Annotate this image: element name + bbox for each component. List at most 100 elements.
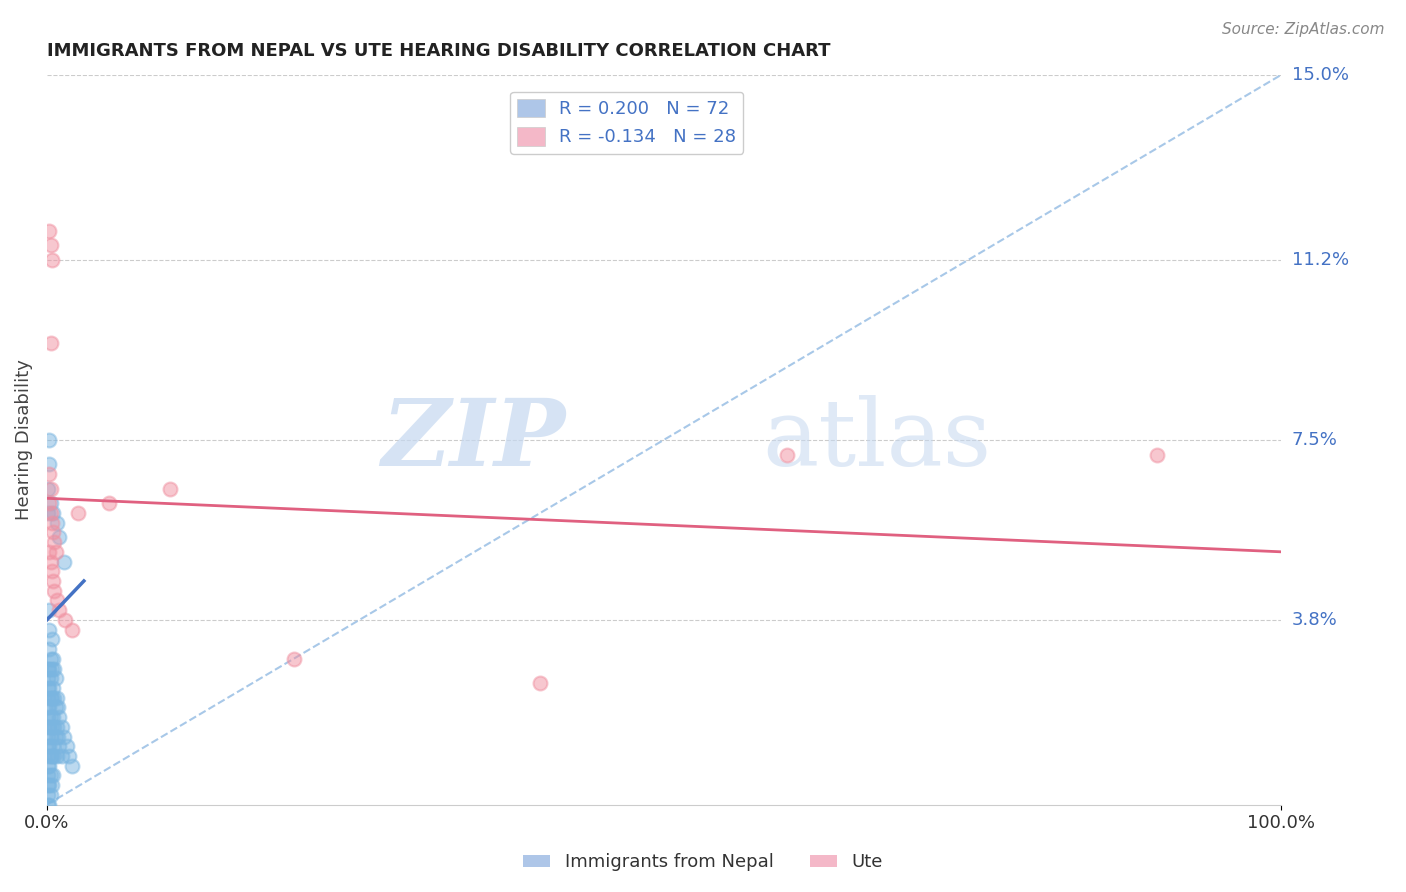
Point (41, 778, 63, 792)
Point (58, 749, 80, 764)
Point (55, 739, 77, 754)
Text: 15.0%: 15.0% (1292, 66, 1348, 84)
Point (45, 593, 67, 607)
Point (37, 506, 59, 520)
Point (38, 642, 60, 657)
Point (39, 671, 62, 685)
Point (39, 749, 62, 764)
Point (48, 530, 70, 544)
Point (45, 749, 67, 764)
Point (38, 623, 60, 637)
Point (283, 652, 305, 666)
Point (37, 778, 59, 792)
Point (39, 710, 62, 724)
Point (39, 730, 62, 744)
Point (44, 671, 66, 685)
Point (39, 335, 62, 350)
Point (39, 652, 62, 666)
Point (44, 661, 66, 675)
Point (44, 720, 66, 734)
Point (42, 739, 65, 754)
Point (37, 739, 59, 754)
Point (37, 788, 59, 802)
Point (45, 690, 67, 705)
Y-axis label: Hearing Disability: Hearing Disability (15, 359, 32, 520)
Point (37, 768, 59, 782)
Point (1146, 448, 1168, 462)
Text: 3.8%: 3.8% (1292, 611, 1337, 629)
Point (51, 749, 73, 764)
Point (42, 652, 65, 666)
Point (53, 730, 76, 744)
Point (39, 482, 62, 496)
Point (39, 690, 62, 705)
Point (53, 555, 76, 569)
Point (159, 482, 181, 496)
Point (37, 690, 59, 705)
Point (37, 797, 59, 812)
Point (38, 433, 60, 447)
Point (38, 224, 60, 238)
Point (41, 661, 63, 675)
Point (38, 758, 60, 772)
Point (44, 690, 66, 705)
Point (39, 788, 62, 802)
Point (60, 623, 83, 637)
Point (42, 710, 65, 724)
Text: IMMIGRANTS FROM NEPAL VS UTE HEARING DISABILITY CORRELATION CHART: IMMIGRANTS FROM NEPAL VS UTE HEARING DIS… (46, 42, 831, 60)
Point (48, 710, 70, 724)
Point (44, 749, 66, 764)
Point (48, 739, 70, 754)
Point (46, 730, 69, 744)
Point (41, 690, 63, 705)
Text: atlas: atlas (762, 395, 991, 485)
Point (42, 525, 65, 540)
Point (37, 730, 59, 744)
Point (37, 749, 59, 764)
Point (46, 700, 69, 714)
Text: ZIP: ZIP (381, 395, 565, 485)
Point (41, 252, 63, 267)
Point (97, 496, 120, 510)
Point (38, 778, 60, 792)
Point (39, 506, 62, 520)
Point (41, 632, 63, 647)
Point (41, 720, 63, 734)
Point (39, 768, 62, 782)
Text: Source: ZipAtlas.com: Source: ZipAtlas.com (1222, 22, 1385, 37)
Point (44, 730, 66, 744)
Point (39, 238, 62, 252)
Point (38, 681, 60, 695)
Point (41, 516, 63, 530)
Text: 11.2%: 11.2% (1292, 251, 1348, 269)
Point (38, 457, 60, 471)
Point (41, 749, 63, 764)
Point (51, 720, 73, 734)
Point (42, 506, 65, 520)
Point (45, 516, 67, 530)
Point (41, 564, 63, 578)
Point (38, 720, 60, 734)
Point (42, 768, 65, 782)
Point (38, 797, 60, 812)
Point (38, 739, 60, 754)
Point (45, 720, 67, 734)
Point (776, 448, 799, 462)
Point (66, 506, 89, 520)
Point (42, 681, 65, 695)
Point (44, 700, 66, 714)
Point (38, 603, 60, 617)
Point (39, 496, 62, 510)
Point (44, 545, 66, 559)
Point (44, 535, 66, 549)
Point (38, 467, 60, 481)
Legend: R = 0.200   N = 72, R = -0.134   N = 28: R = 0.200 N = 72, R = -0.134 N = 28 (510, 92, 744, 153)
Point (37, 710, 59, 724)
Point (39, 555, 62, 569)
Point (37, 720, 59, 734)
Point (42, 574, 65, 588)
Point (48, 603, 70, 617)
Point (38, 661, 60, 675)
Point (60, 758, 83, 772)
Point (38, 700, 60, 714)
